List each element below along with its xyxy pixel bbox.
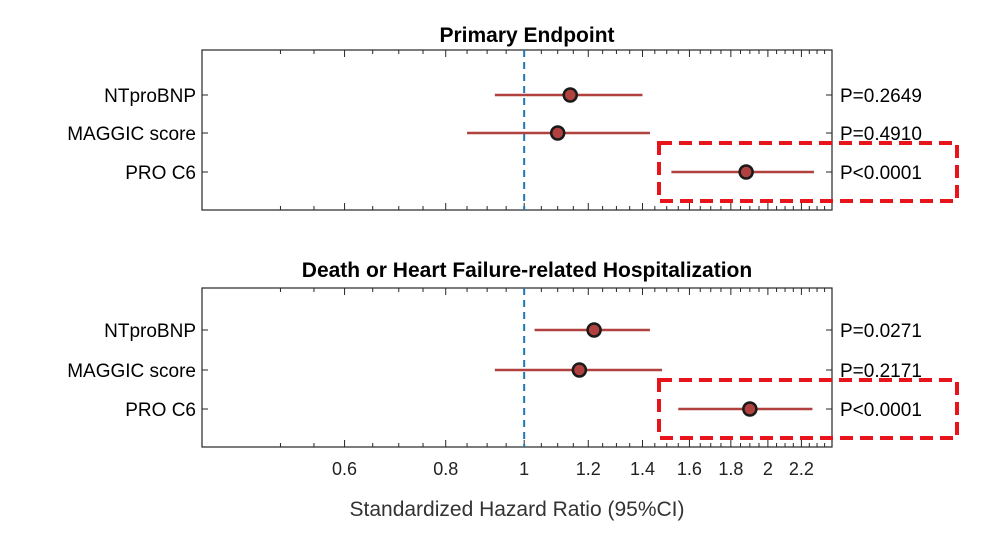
p-value: P<0.0001 (840, 163, 922, 184)
x-tick-labels: 0.6 0.8 1 1.2 1.4 1.6 1.8 2 2.2 (332, 459, 814, 479)
panel-2: Death or Heart Failure-related Hospitali… (67, 259, 959, 479)
x-tick-label: 1.2 (576, 459, 601, 479)
forest-row: MAGGIC score P=0.2171 (67, 361, 922, 382)
row-label: PRO C6 (125, 400, 196, 421)
estimate-marker (738, 164, 754, 180)
p-value: P=0.0271 (840, 321, 922, 342)
x-tick-label: 1.4 (630, 459, 655, 479)
forest-row: NTproBNP P=0.0271 (104, 321, 922, 342)
x-tick-label: 1.8 (718, 459, 743, 479)
forest-row: MAGGIC score P=0.4910 (67, 124, 922, 145)
x-ticks (279, 50, 826, 210)
row-label: MAGGIC score (67, 124, 196, 145)
axes-box (201, 49, 833, 211)
forest-row: PRO C6 P<0.0001 (125, 400, 922, 421)
estimate-marker (571, 362, 588, 378)
highlight-box (657, 141, 959, 203)
panel-title: Death or Heart Failure-related Hospitali… (302, 259, 752, 282)
estimate-marker (742, 401, 758, 417)
p-value: P=0.2171 (840, 361, 922, 382)
x-tick-label: 0.8 (433, 459, 458, 479)
axes-box (201, 287, 833, 448)
p-value: P=0.2649 (840, 86, 922, 107)
row-label: NTproBNP (104, 321, 196, 342)
estimate-marker (586, 322, 602, 338)
forest-row: NTproBNP P=0.2649 (104, 86, 922, 107)
x-tick-label: 2.2 (789, 459, 814, 479)
row-label: MAGGIC score (67, 361, 196, 382)
estimate-marker (549, 125, 566, 141)
estimate-marker (562, 87, 578, 103)
panels: Primary Endpoint NTproBNP P=0.2649 MAGGIC s… (67, 24, 959, 479)
row-label: NTproBNP (104, 86, 196, 107)
x-tick-label: 0.6 (332, 459, 357, 479)
row-label: PRO C6 (125, 163, 196, 184)
highlight-box (657, 378, 959, 440)
p-value: P=0.4910 (840, 124, 922, 145)
x-tick-label: 2 (763, 459, 773, 479)
x-ticks (279, 288, 826, 447)
x-tick-label: 1.6 (677, 459, 702, 479)
forest-row: PRO C6 P<0.0001 (125, 163, 922, 184)
p-value: P<0.0001 (840, 400, 922, 421)
x-axis-label: Standardized Hazard Ratio (95%CI) (350, 498, 685, 521)
panel-title: Primary Endpoint (439, 24, 614, 47)
panel-1: Primary Endpoint NTproBNP P=0.2649 MAGGIC s… (67, 24, 959, 211)
x-tick-label: 1 (519, 459, 529, 479)
